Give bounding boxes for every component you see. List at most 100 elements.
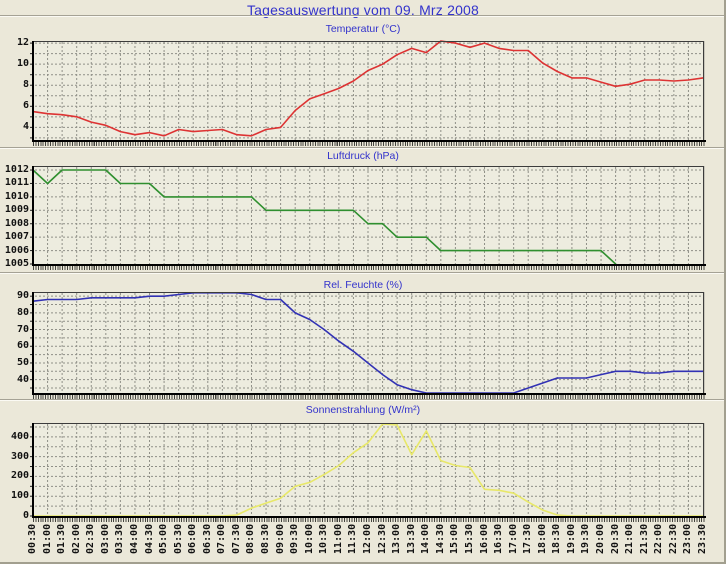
plot-border-right (703, 166, 705, 264)
x-tick-label: 15:30 (463, 523, 475, 554)
plot-border-top (33, 41, 703, 42)
x-tick-label: 22:30 (667, 523, 679, 554)
x-tick-label: 23:30 (697, 523, 708, 554)
x-axis (32, 264, 706, 266)
y-tick-label: 90 (16, 290, 29, 302)
x-tick-label: 16:30 (493, 523, 505, 554)
y-tick-label: 400 (10, 430, 29, 442)
x-tick-label: 09:30 (289, 523, 301, 554)
y-tick-label: 1010 (4, 190, 29, 202)
y-tick-label: 300 (10, 450, 29, 462)
y-tick-label: 80 (16, 306, 29, 318)
divider (0, 15, 724, 17)
x-tick-label: 08:30 (260, 523, 272, 554)
x-minor-ticks (33, 518, 705, 522)
x-tick-label: 07:00 (216, 523, 228, 554)
x-tick-label: 14:00 (420, 523, 432, 554)
x-tick-label: 10:30 (318, 523, 330, 554)
y-tick-label: 40 (16, 373, 29, 385)
plot-border-right (703, 41, 705, 140)
y-tick-label: 1007 (4, 231, 29, 243)
x-tick-label: 18:30 (551, 523, 563, 554)
y-tick-label: 50 (16, 356, 29, 368)
x-tick-label: 12:30 (376, 523, 388, 554)
x-tick-label: 21:00 (624, 523, 636, 554)
y-tick-label: 6 (22, 100, 29, 112)
y-tick-label: 12 (16, 37, 29, 49)
x-tick-label: 06:30 (201, 523, 213, 554)
x-tick-label: 06:00 (187, 523, 199, 554)
chart-title-humidity: Rel. Feuchte (%) (323, 279, 403, 291)
series-line-temperature (32, 40, 704, 137)
y-tick-label: 0 (22, 510, 29, 521)
x-tick-label: 04:30 (143, 523, 155, 554)
y-axis (32, 423, 34, 518)
x-tick-label: 01:30 (56, 523, 68, 554)
x-tick-label: 04:00 (128, 523, 140, 554)
x-tick-label: 02:30 (85, 523, 97, 554)
x-tick-label: 18:00 (536, 523, 548, 554)
x-tick-label: 10:00 (303, 523, 315, 554)
x-tick-label: 21:30 (638, 523, 650, 554)
y-tick-label: 10 (16, 58, 29, 70)
chart-title-air-pressure: Luftdruck (hPa) (327, 150, 399, 162)
divider (0, 147, 724, 149)
x-tick-label: 05:00 (158, 523, 170, 554)
x-axis (32, 393, 706, 395)
y-axis (32, 166, 34, 266)
x-tick-label: 16:00 (478, 523, 490, 554)
x-tick-label: 05:30 (172, 523, 184, 554)
y-tick-label: 8 (22, 79, 29, 91)
plot-border-top (33, 423, 703, 424)
x-tick-label: 11:00 (332, 523, 344, 554)
x-tick-label: 08:00 (245, 523, 257, 554)
x-tick-label: 12:00 (362, 523, 373, 554)
y-tick-label: 1008 (4, 217, 29, 229)
y-tick-label: 4 (22, 121, 29, 133)
x-minor-ticks (33, 266, 705, 270)
x-minor-ticks (33, 395, 705, 399)
x-tick-label: 11:30 (347, 523, 359, 554)
y-tick-label: 70 (16, 323, 29, 335)
plot-border-top (33, 166, 703, 167)
divider (0, 272, 724, 274)
x-tick-label: 20:30 (609, 523, 621, 554)
x-tick-label: 17:00 (507, 523, 519, 554)
plot-border-top (33, 292, 703, 293)
y-tick-label: 1011 (4, 177, 29, 189)
x-tick-label: 03:30 (114, 523, 126, 554)
x-tick-label: 15:00 (449, 523, 461, 554)
x-tick-label: 00:30 (27, 523, 38, 554)
x-tick-label: 19:00 (565, 523, 577, 554)
chart-title-solar-radiation: Sonnenstrahlung (W/m²) (305, 404, 421, 416)
divider (0, 399, 724, 401)
y-tick-label: 1006 (4, 244, 29, 256)
x-tick-label: 09:00 (274, 523, 286, 554)
y-tick-label: 1009 (4, 204, 29, 216)
x-tick-label: 03:00 (99, 523, 111, 554)
x-tick-label: 22:00 (653, 523, 665, 554)
y-axis (32, 41, 34, 142)
y-tick-label: 1012 (4, 164, 29, 176)
x-tick-label: 13:00 (391, 523, 403, 554)
y-tick-label: 1005 (4, 258, 29, 269)
x-axis (32, 516, 706, 518)
x-minor-ticks (33, 142, 705, 146)
plot-border-right (703, 292, 705, 393)
series-line-air-pressure (32, 169, 617, 265)
x-tick-label: 14:30 (434, 523, 446, 554)
x-tick-label: 01:00 (41, 523, 53, 554)
chart-title-temperature: Temperatur (°C) (325, 23, 401, 35)
x-tick-label: 23:00 (682, 523, 694, 554)
plot-border-right (703, 423, 705, 516)
y-tick-label: 200 (10, 470, 29, 482)
x-tick-label: 07:30 (230, 523, 242, 554)
page-title: Tagesauswertung vom 09. Mrz 2008 (246, 2, 480, 18)
x-tick-label: 19:30 (580, 523, 592, 554)
x-tick-label: 17:30 (522, 523, 534, 554)
x-tick-label: 02:00 (70, 523, 82, 554)
x-axis (32, 140, 706, 142)
x-tick-label: 13:30 (405, 523, 417, 554)
